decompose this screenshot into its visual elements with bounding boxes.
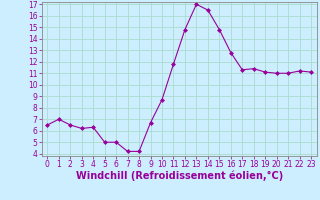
X-axis label: Windchill (Refroidissement éolien,°C): Windchill (Refroidissement éolien,°C) — [76, 171, 283, 181]
